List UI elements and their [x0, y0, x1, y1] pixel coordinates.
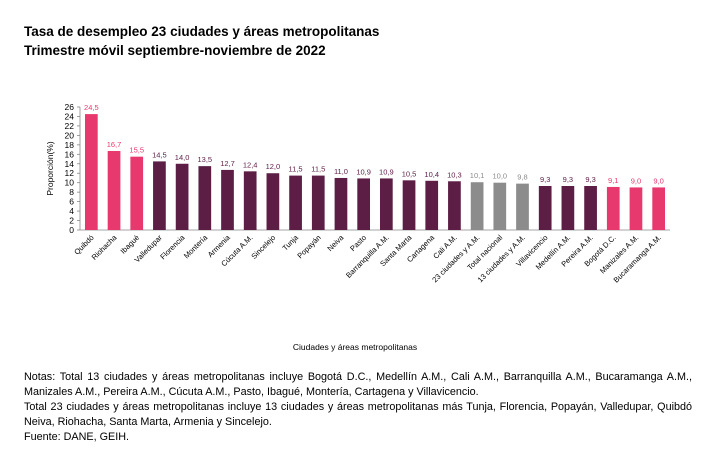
bar — [107, 150, 121, 230]
bar — [311, 175, 325, 230]
bar — [402, 180, 416, 230]
bar — [334, 177, 348, 230]
bar — [357, 178, 371, 230]
category-label: Popayán — [295, 233, 322, 260]
bar-value-label: 9,0 — [631, 176, 641, 185]
bar — [470, 182, 484, 230]
bar-value-label: 10,1 — [470, 171, 485, 180]
bar-value-label: 9,3 — [585, 175, 595, 184]
notes-block: Notas: Total 13 ciudades y áreas metropo… — [24, 370, 692, 445]
bar — [538, 186, 552, 230]
bar-value-label: 9,8 — [517, 173, 527, 182]
bar-chart: 02468101214161820222426Proporción(%)24,5… — [45, 102, 670, 352]
y-tick-label: 8 — [69, 187, 74, 197]
y-tick-label: 12 — [65, 168, 75, 178]
bar-value-label: 10,9 — [379, 167, 394, 176]
category-label: Montería — [182, 232, 210, 260]
category-label: Tunja — [281, 232, 301, 252]
chart-title: Tasa de desempleo 23 ciudades y áreas me… — [24, 24, 380, 39]
bar — [606, 186, 620, 230]
bar — [561, 186, 575, 230]
chart-title-block: Tasa de desempleo 23 ciudades y áreas me… — [24, 22, 379, 60]
bar — [584, 186, 597, 230]
bar-value-label: 10,0 — [493, 172, 508, 181]
bar-value-label: 10,9 — [356, 167, 371, 176]
bar-value-label: 11,5 — [311, 165, 325, 174]
bar-value-label: 10,4 — [424, 170, 439, 179]
bar-value-label: 11,5 — [289, 165, 303, 174]
note-23-cities: Total 23 ciudades y áreas metropolitanas… — [24, 401, 692, 428]
y-tick-label: 4 — [69, 206, 74, 216]
bar-value-label: 12,7 — [220, 159, 235, 168]
bar-value-label: 14,5 — [152, 150, 167, 159]
bar-value-label: 9,1 — [608, 176, 618, 185]
category-label: Riohacha — [90, 232, 119, 261]
bar-value-label: 14,0 — [175, 153, 190, 162]
source-note: Fuente: DANE, GEIH. — [24, 431, 130, 443]
bar — [516, 183, 529, 230]
bar — [425, 180, 439, 230]
category-label: Pasto — [348, 233, 368, 253]
bar — [448, 181, 461, 230]
y-tick-label: 6 — [69, 197, 74, 207]
bar-value-label: 12,4 — [243, 160, 258, 169]
bar-value-label: 9,3 — [540, 175, 550, 184]
bar — [379, 178, 393, 230]
bar — [84, 114, 98, 230]
bar-value-label: 16,7 — [107, 140, 122, 149]
y-tick-label: 16 — [65, 149, 75, 159]
category-label: Neiva — [325, 232, 346, 253]
y-tick-label: 26 — [65, 102, 75, 112]
bar — [130, 156, 144, 230]
bar — [243, 171, 257, 230]
bar — [266, 173, 280, 230]
y-tick-label: 20 — [65, 130, 75, 140]
y-tick-label: 22 — [65, 121, 75, 131]
y-axis-title: Proporción(%) — [45, 141, 55, 195]
bar-value-label: 15,5 — [129, 146, 144, 155]
category-label: Florencia — [158, 232, 187, 261]
bar-value-label: 10,5 — [402, 169, 417, 178]
y-tick-label: 0 — [69, 225, 74, 235]
y-tick-label: 10 — [65, 178, 75, 188]
x-axis-title: Ciudades y áreas metropolitanas — [293, 342, 417, 352]
category-label: Sincelejo — [249, 233, 277, 261]
bar-value-label: 13,5 — [198, 155, 213, 164]
bar — [198, 166, 212, 230]
bar-value-label: 10,3 — [447, 170, 462, 179]
bar — [629, 187, 643, 230]
bar — [652, 187, 666, 230]
bar — [221, 169, 234, 230]
bar — [175, 163, 189, 230]
y-tick-label: 18 — [65, 140, 75, 150]
chart-subtitle: Trimestre móvil septiembre-noviembre de … — [24, 43, 326, 58]
y-tick-label: 14 — [65, 159, 75, 169]
bar — [153, 161, 166, 230]
bar-value-label: 12,0 — [266, 162, 281, 171]
bar-value-label: 9,0 — [653, 176, 663, 185]
bar — [289, 175, 302, 230]
y-tick-label: 2 — [69, 216, 74, 226]
bar-value-label: 11,0 — [334, 167, 348, 176]
bar-value-label: 9,3 — [563, 175, 573, 184]
bar — [493, 182, 507, 230]
bar-value-label: 24,5 — [84, 103, 99, 112]
y-tick-label: 24 — [65, 111, 75, 121]
note-13-cities: Notas: Total 13 ciudades y áreas metropo… — [24, 371, 692, 398]
